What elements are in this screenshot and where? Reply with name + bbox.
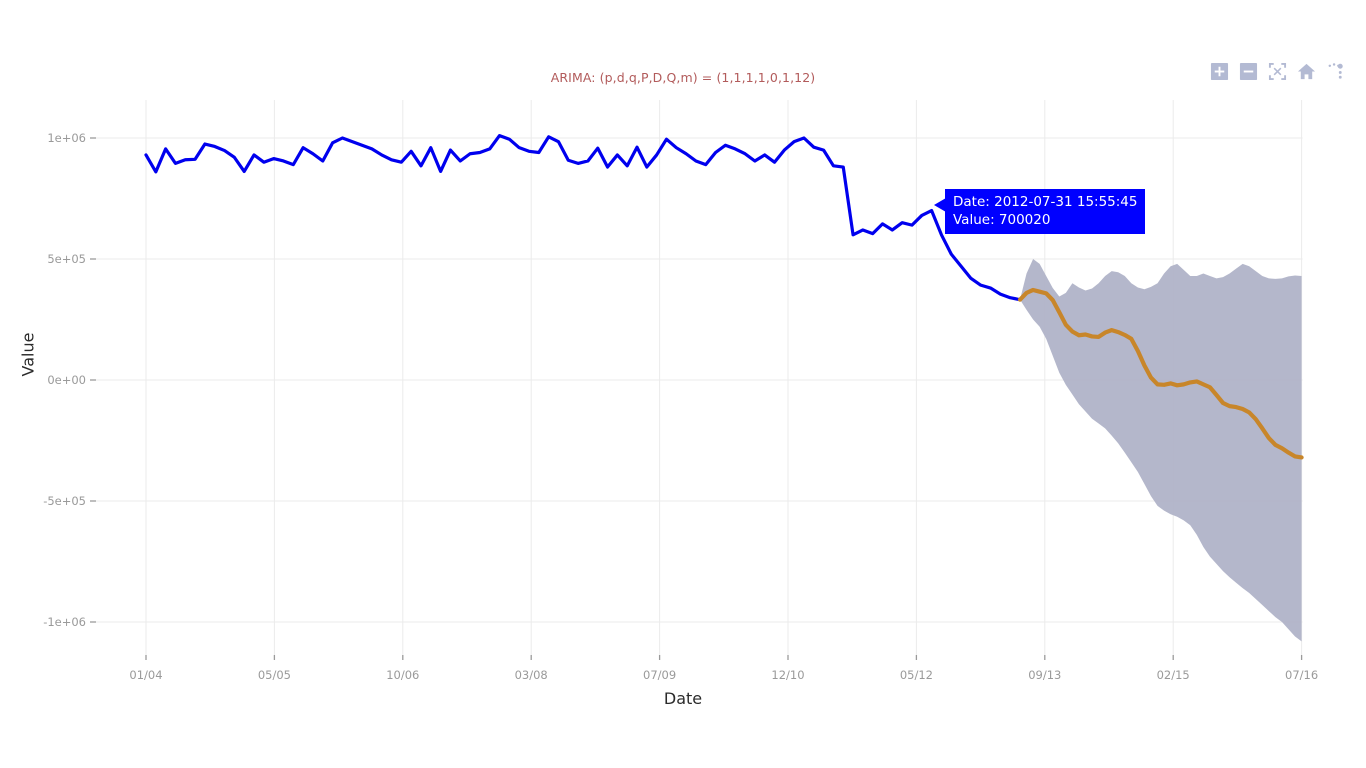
home-icon[interactable] — [1295, 60, 1317, 82]
x-tick-label: 07/16 — [1285, 668, 1319, 682]
tooltip-value: Value: 700020 — [953, 212, 1051, 228]
x-tick-label: 10/06 — [386, 668, 420, 682]
confidence-band — [1020, 259, 1302, 642]
x-tick-label: 03/08 — [514, 668, 548, 682]
hover-tooltip: Date: 2012-07-31 15:55:45 Value: 700020 — [934, 189, 1145, 234]
chart-title: ARIMA: (p,d,q,P,D,Q,m) = (1,1,1,1,0,1,12… — [550, 70, 816, 85]
y-tick-label: 5e+05 — [47, 252, 86, 266]
y-tick-label: 1e+06 — [47, 131, 86, 145]
tooltip-pointer-icon — [934, 198, 946, 212]
axis-tick-marks — [90, 137, 1303, 660]
x-tick-label: 05/05 — [257, 668, 291, 682]
zoom-out-icon[interactable] — [1237, 60, 1259, 82]
y-tick-label: 0e+00 — [47, 373, 86, 387]
observed-series-line[interactable] — [144, 133, 1022, 302]
x-tick-label: 05/12 — [899, 668, 933, 682]
forecast-series-line[interactable] — [1017, 287, 1304, 460]
autoscale-icon[interactable] — [1266, 60, 1288, 82]
y-tick-label: -1e+06 — [43, 615, 86, 629]
tooltip-date: Date: 2012-07-31 15:55:45 — [953, 194, 1138, 210]
x-tick-label: 07/09 — [643, 668, 677, 682]
x-tick-label: 12/10 — [771, 668, 805, 682]
x-tick-label: 01/04 — [129, 668, 163, 682]
x-tick-label: 09/13 — [1028, 668, 1062, 682]
zoom-in-icon[interactable] — [1208, 60, 1230, 82]
lasso-select-icon[interactable] — [1324, 60, 1346, 82]
x-tick-label: 02/15 — [1156, 668, 1190, 682]
x-axis-title: Date — [663, 689, 703, 708]
chart-modebar[interactable] — [1208, 60, 1346, 82]
y-tick-label: -5e+05 — [43, 494, 86, 508]
